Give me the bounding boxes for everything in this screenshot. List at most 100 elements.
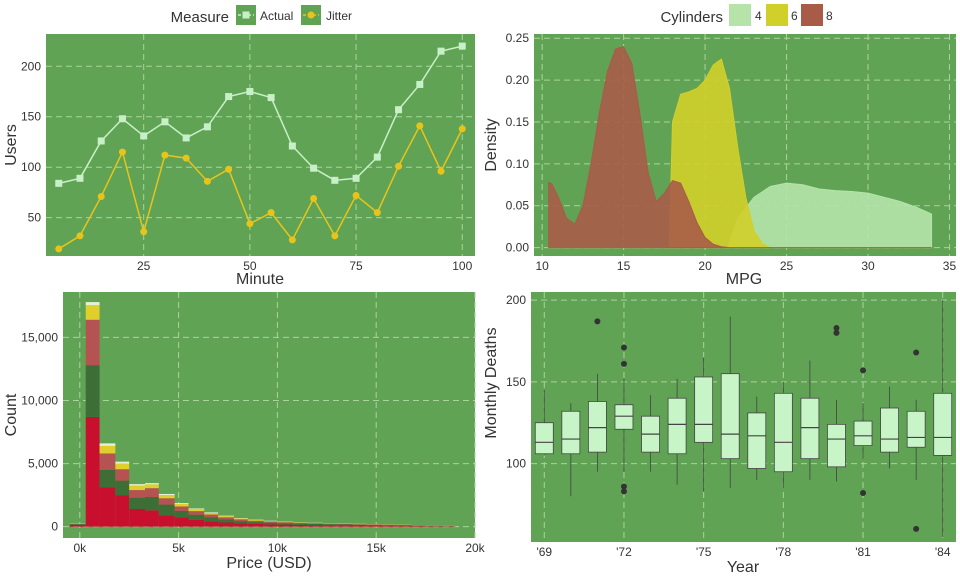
histogram-bar-segment — [158, 493, 175, 496]
histogram-bar-segment — [158, 495, 175, 499]
density-area-cyl6 — [548, 58, 932, 249]
histogram-bar-segment — [145, 483, 159, 485]
x-tick-label: 15k — [367, 541, 387, 555]
users-plot-panel — [46, 34, 475, 256]
histogram-bar-segment — [366, 524, 383, 526]
histogram-bar-segment — [218, 515, 234, 517]
y-tick-label: 200 — [506, 293, 526, 307]
histogram-bar-segment — [293, 523, 308, 525]
histogram-bar-segment — [247, 520, 264, 523]
mpg-legend: Cylinders 4 6 8 — [660, 4, 833, 26]
histogram-bar-segment — [395, 525, 412, 527]
data-point-jitter — [352, 191, 360, 199]
x-tick-label: 75 — [349, 259, 363, 273]
data-point-jitter — [76, 232, 84, 240]
users-y-axis-title: Users — [3, 124, 20, 166]
box-outlier-point — [620, 488, 627, 495]
data-point-actual — [76, 174, 84, 182]
box-iqr — [880, 407, 899, 453]
box-outlier-point — [833, 329, 840, 336]
data-point-actual — [161, 118, 169, 126]
x-tick-label: 35 — [943, 259, 957, 273]
histogram-bar-segment — [85, 305, 100, 320]
data-point-actual — [458, 42, 466, 50]
box-outlier-point — [913, 525, 920, 532]
x-tick-label: '81 — [855, 545, 871, 559]
data-point-actual — [373, 153, 381, 161]
series-line-actual — [58, 45, 463, 185]
histogram-bar-segment — [425, 526, 442, 527]
histogram-bar-segment — [307, 523, 323, 524]
users-chart: Measure Actual Jitter 25 50 75 100 50 100 150… — [3, 5, 475, 288]
histogram-bar-segment — [99, 445, 116, 454]
box-outlier-point — [620, 483, 627, 490]
box-outlier-point — [620, 360, 627, 367]
price-gridlines — [63, 292, 476, 538]
x-tick-label: '75 — [696, 545, 712, 559]
users-legend: Measure Actual Jitter — [171, 5, 352, 26]
histogram-bar-segment — [174, 503, 189, 504]
data-point-actual — [55, 179, 63, 187]
legend-label-cyl4: 4 — [755, 9, 762, 23]
deaths-y-axis-title: Monthly Deaths — [483, 327, 500, 438]
histogram-bar-segment — [382, 525, 396, 526]
histogram-bar-segment — [129, 508, 146, 527]
density-area-cyl8 — [548, 45, 932, 249]
histogram-bar-segment — [85, 365, 100, 417]
data-point-jitter — [437, 167, 445, 175]
x-tick-label: 10k — [268, 541, 288, 555]
histogram-bar-segment — [277, 522, 294, 524]
histogram-bar-segment — [218, 522, 234, 527]
x-tick-label: '69 — [536, 545, 552, 559]
y-tick-label: 0.15 — [506, 115, 530, 129]
mpg-marks — [548, 45, 933, 249]
y-tick-label: 200 — [21, 59, 41, 73]
data-point-jitter — [140, 228, 148, 236]
histogram-bar-segment — [85, 416, 100, 527]
deaths-y-ticks: 100 150 200 — [506, 293, 526, 470]
histogram-bar-segment — [188, 509, 205, 512]
histogram-bar-segment — [129, 485, 146, 491]
box-iqr — [667, 397, 687, 455]
users-y-ticks: 50 100 150 200 — [21, 59, 41, 224]
deaths-x-ticks: '69 '72 '75 '78 '81 '84 — [536, 545, 950, 559]
data-point-jitter — [458, 125, 466, 133]
data-point-actual — [140, 132, 148, 140]
legend-swatch-cyl6 — [766, 4, 788, 26]
mpg-legend-title: Cylinders — [660, 9, 723, 26]
y-tick-label: 0.05 — [506, 199, 530, 213]
box-iqr — [906, 410, 926, 448]
data-point-actual — [352, 174, 360, 182]
histogram-bar-segment — [307, 525, 323, 527]
mpg-density-chart: Cylinders 4 6 8 10 15 20 25 30 35 0.00 0.05 0.1… — [483, 4, 956, 288]
x-tick-label: 20 — [698, 259, 712, 273]
y-tick-label: 150 — [21, 110, 41, 124]
histogram-bar-segment — [336, 523, 353, 525]
y-tick-label: 100 — [21, 160, 41, 174]
histogram-bar-segment — [115, 461, 130, 464]
data-point-jitter — [118, 148, 126, 156]
data-point-actual — [395, 106, 403, 114]
legend-label-cyl6: 6 — [791, 9, 798, 23]
histogram-bar-segment — [293, 524, 308, 527]
price-y-axis-title: Count — [3, 393, 20, 436]
histogram-bar-segment — [99, 487, 116, 527]
price-marks — [69, 302, 456, 527]
y-tick-label: 15,000 — [21, 330, 58, 344]
histogram-bar-segment — [263, 524, 278, 527]
box-outlier-point — [860, 489, 867, 496]
box-iqr — [747, 412, 767, 469]
histogram-bar-segment — [99, 469, 116, 488]
x-tick-label: '84 — [935, 545, 951, 559]
x-tick-label: 50 — [243, 259, 257, 273]
data-point-jitter — [55, 245, 63, 253]
data-point-actual — [246, 88, 254, 96]
histogram-bar-segment — [382, 525, 396, 527]
histogram-bar-segment — [188, 519, 205, 527]
data-point-jitter — [288, 236, 296, 244]
histogram-bar-segment — [145, 488, 159, 497]
histogram-bar-segment — [188, 511, 205, 515]
histogram-bar-segment — [247, 519, 264, 521]
box-iqr — [827, 423, 846, 468]
data-point-jitter — [373, 209, 381, 217]
